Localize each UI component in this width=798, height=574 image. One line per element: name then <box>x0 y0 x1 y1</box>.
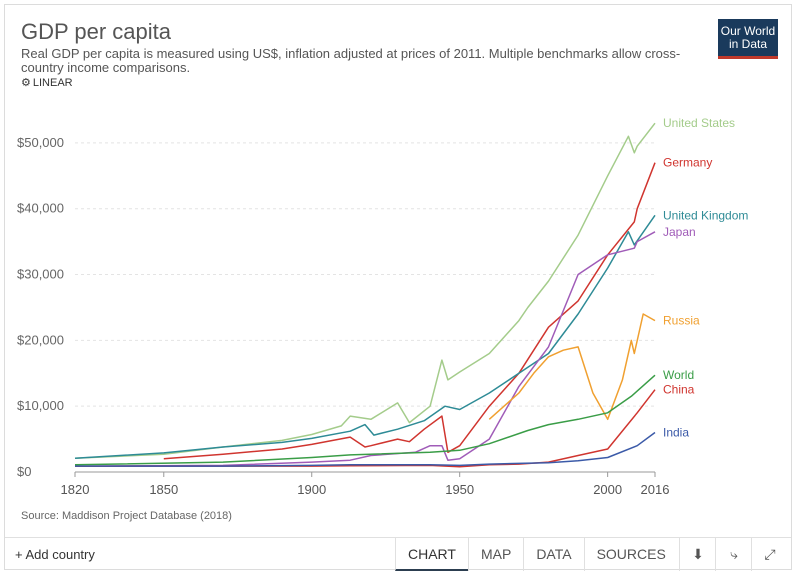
chart-frame: GDP per capita Real GDP per capita is me… <box>4 4 792 571</box>
series-label: India <box>663 426 689 440</box>
y-tick-label: $20,000 <box>17 332 64 347</box>
add-country-label: Add country <box>25 547 95 562</box>
tab-sources[interactable]: SOURCES <box>583 538 678 571</box>
scale-toggle[interactable]: ⚙ LINEAR <box>21 76 73 89</box>
series-label: United Kingdom <box>663 208 748 222</box>
series-line <box>163 162 656 460</box>
x-tick-label: 1850 <box>149 482 178 497</box>
series-line <box>74 214 656 459</box>
series-label: Japan <box>663 225 696 239</box>
share-icon[interactable]: ⤷ <box>715 538 752 571</box>
scale-label: LINEAR <box>32 77 73 89</box>
y-tick-label: $10,000 <box>17 398 64 413</box>
owid-logo[interactable]: Our World in Data <box>718 19 778 59</box>
y-tick-label: $30,000 <box>17 267 64 282</box>
view-tabs: CHART MAP DATA SOURCES <box>395 538 678 571</box>
line-chart: $0 $10,000 $20,000 $30,000 $40,000 $50,000 182… <box>17 116 748 497</box>
source-note[interactable]: Source: Maddison Project Database (2018) <box>21 510 232 522</box>
tab-chart[interactable]: CHART <box>395 538 468 571</box>
tab-map[interactable]: MAP <box>467 538 523 571</box>
series-label: United States <box>663 116 735 130</box>
y-tick-label: $40,000 <box>17 201 64 216</box>
series-label: World <box>663 368 694 382</box>
y-tick-label: $0 <box>17 464 31 479</box>
x-tick-label: 2000 <box>593 482 622 497</box>
series-line <box>74 122 656 459</box>
chart-subtitle: Real GDP per capita is measured using US… <box>21 46 681 75</box>
plus-icon: + <box>15 547 23 562</box>
logo-line2: in Data <box>728 37 768 51</box>
logo-line1: Our World <box>720 24 776 38</box>
series-label: Russia <box>663 314 700 328</box>
download-icon[interactable]: ⬇ <box>679 538 716 571</box>
series-line <box>74 231 656 467</box>
toolbar: + Add country CHART MAP DATA SOURCES ⬇ ⤷… <box>5 537 791 571</box>
x-tick-label: 1900 <box>297 482 326 497</box>
tab-data[interactable]: DATA <box>523 538 583 571</box>
series-line <box>74 374 656 466</box>
series-label: Germany <box>663 156 712 170</box>
add-country-button[interactable]: + Add country <box>15 547 95 562</box>
series-line <box>75 431 656 467</box>
x-tick-label: 1950 <box>445 482 474 497</box>
chart-title: GDP per capita <box>21 19 172 44</box>
x-tick-label: 1820 <box>61 482 90 497</box>
series-line <box>488 313 656 421</box>
gear-icon: ⚙ <box>21 77 31 89</box>
fullscreen-icon[interactable]: ⤢ <box>751 538 788 571</box>
series-label: China <box>663 383 695 397</box>
x-tick-label: 2016 <box>641 482 670 497</box>
y-tick-label: $50,000 <box>17 135 64 150</box>
